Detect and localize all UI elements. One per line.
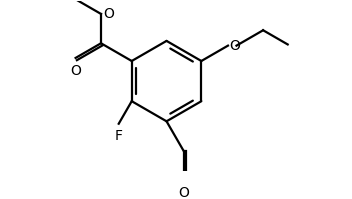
Text: O: O <box>70 64 81 78</box>
Text: O: O <box>178 186 189 199</box>
Text: O: O <box>103 7 114 21</box>
Text: O: O <box>229 39 240 53</box>
Text: F: F <box>115 129 123 143</box>
